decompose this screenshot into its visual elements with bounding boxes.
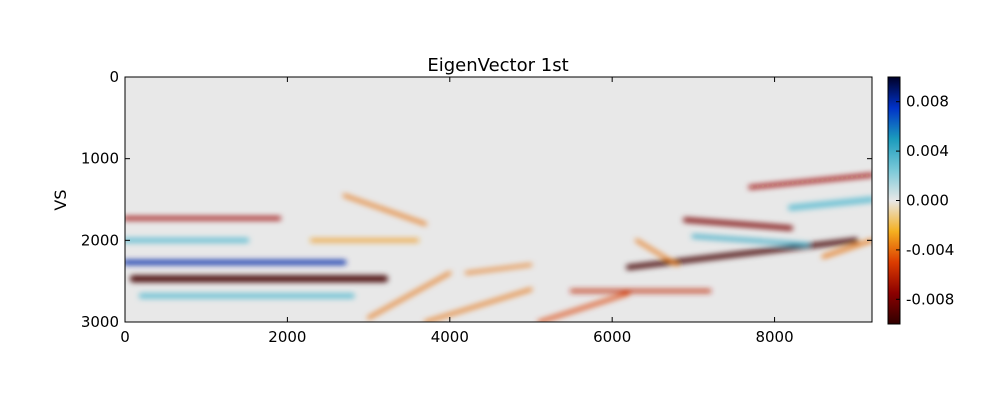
plot-frame [124, 76, 873, 323]
chart-title: EigenVector 1st [427, 55, 568, 76]
heatmap-streak [464, 263, 533, 275]
heatmap-features [125, 173, 872, 322]
x-tick-label: 4000 [431, 328, 469, 346]
heatmap-streak [342, 193, 427, 226]
y-tick-label: 2000 [81, 231, 119, 249]
heatmap-streak [625, 237, 859, 270]
heatmap-streak [683, 217, 794, 231]
heatmap-streak [748, 173, 872, 190]
x-tick-label: 0 [120, 328, 130, 346]
heatmap-streak [787, 196, 872, 211]
heatmap-streak [537, 291, 631, 322]
colorbar-ticks: 0.008 0.004 0.000 -0.004 -0.008 [896, 93, 954, 308]
x-tick-label: 6000 [593, 328, 631, 346]
plot-background [125, 77, 872, 322]
heatmap-streak [635, 238, 679, 267]
heatmap-streak [691, 234, 809, 247]
heatmap-streak [423, 287, 533, 322]
y-tick-label: 3000 [81, 313, 119, 331]
x-tick-label: 2000 [268, 328, 306, 346]
colorbar-tick-label: -0.008 [906, 290, 954, 308]
colorbar-tick-label: 0.008 [906, 93, 949, 111]
y-tick-label: 1000 [81, 150, 119, 168]
x-axis: 0 2000 4000 6000 8000 [120, 77, 794, 346]
x-tick-label: 8000 [755, 328, 793, 346]
colorbar-tick-label: 0.000 [906, 192, 949, 210]
y-axis-label: VS [51, 189, 70, 210]
y-axis: 0 1000 2000 3000 [81, 68, 872, 331]
y-tick-label: 0 [109, 68, 119, 86]
colorbar-tick-label: 0.004 [906, 142, 949, 160]
heatmap-streak [821, 238, 872, 259]
colorbar-tick-label: -0.004 [906, 241, 954, 259]
heatmap-streak [367, 271, 452, 320]
